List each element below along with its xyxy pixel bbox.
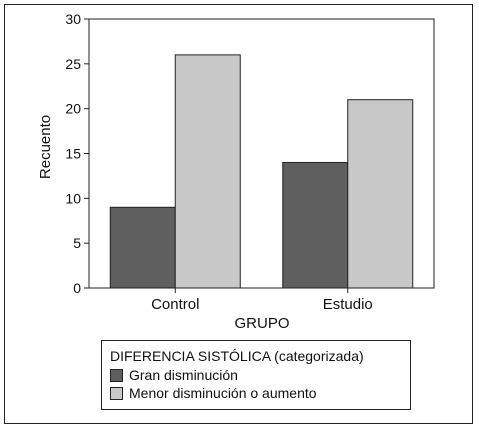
legend-label-gran-disminucion: Gran disminución: [129, 367, 238, 383]
y-tick-label: 30: [65, 11, 81, 27]
legend-swatch-menor-disminucion: [110, 386, 123, 400]
legend-item-gran-disminucion: Gran disminución: [110, 366, 402, 384]
bar: [109, 206, 176, 289]
y-tick-label: 20: [65, 101, 81, 117]
bar: [347, 99, 414, 289]
bar: [282, 161, 349, 289]
bar: [174, 54, 241, 289]
legend-item-menor-disminucion: Menor disminución o aumento: [110, 384, 402, 402]
x-axis-label: GRUPO: [234, 315, 289, 332]
y-tick-label: 0: [73, 280, 81, 296]
bars: [109, 54, 414, 289]
y-axis-label: Recuento: [37, 115, 54, 179]
y-tick-label: 5: [73, 235, 81, 251]
y-tick-label: 25: [65, 56, 81, 72]
y-tick-label: 10: [65, 190, 81, 206]
legend: DIFERENCIA SISTÓLICA (categorizada) Gran…: [101, 340, 411, 410]
legend-label-menor-disminucion: Menor disminución o aumento: [129, 385, 317, 401]
x-axis: Control Estudio: [151, 288, 373, 313]
legend-swatch-gran-disminucion: [110, 368, 123, 382]
bar-chart: 0 5 10 15 20 25 30 Control Estudio Recuento GRU…: [37, 11, 435, 332]
y-axis: 0 5 10 15 20 25 30: [65, 11, 89, 296]
x-tick-label: Control: [151, 296, 199, 313]
figure-frame: [4, 4, 473, 424]
y-tick-label: 15: [65, 146, 81, 162]
x-tick-label: Estudio: [323, 296, 373, 313]
legend-title: DIFERENCIA SISTÓLICA (categorizada): [110, 348, 364, 364]
